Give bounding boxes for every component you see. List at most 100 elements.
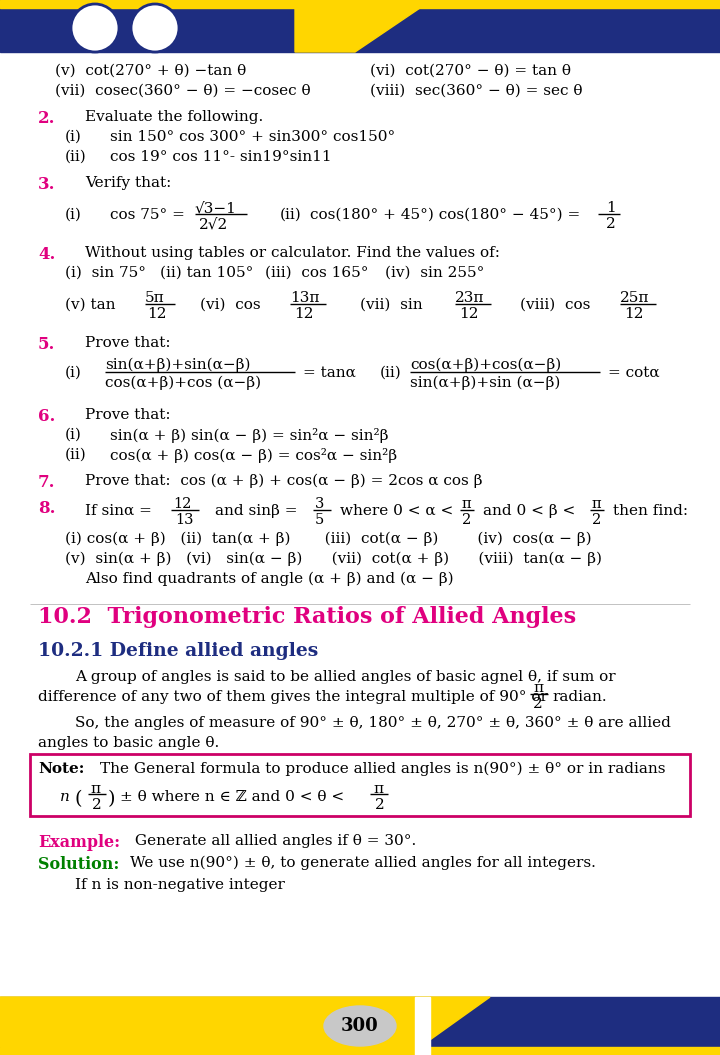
Text: (vi)  cot(270° − θ) = tan θ: (vi) cot(270° − θ) = tan θ bbox=[370, 64, 571, 78]
Text: (ii): (ii) bbox=[65, 448, 86, 462]
Text: 2: 2 bbox=[375, 798, 384, 812]
Text: If n is non-negative integer: If n is non-negative integer bbox=[75, 878, 285, 891]
Text: (vii)  sin: (vii) sin bbox=[360, 298, 423, 312]
Text: If sinα =: If sinα = bbox=[85, 504, 152, 518]
Text: 3.: 3. bbox=[38, 176, 55, 193]
Text: 10.2.1 Define allied angles: 10.2.1 Define allied angles bbox=[38, 642, 318, 660]
Circle shape bbox=[71, 4, 119, 52]
Text: (iv)  sin 255°: (iv) sin 255° bbox=[385, 266, 485, 280]
Text: and 0 < β <: and 0 < β < bbox=[483, 504, 575, 518]
Text: π: π bbox=[90, 782, 100, 797]
Bar bbox=[0, 0, 720, 52]
Text: 300: 300 bbox=[341, 1017, 379, 1035]
Text: radian.: radian. bbox=[552, 690, 607, 704]
Text: Also find quadrants of angle (α + β) and (α − β): Also find quadrants of angle (α + β) and… bbox=[85, 572, 454, 587]
Text: then find:: then find: bbox=[613, 504, 688, 518]
Text: 7.: 7. bbox=[38, 474, 55, 491]
Polygon shape bbox=[295, 8, 420, 52]
Text: 2: 2 bbox=[462, 513, 472, 528]
Text: (i): (i) bbox=[65, 130, 82, 143]
Text: 2: 2 bbox=[92, 798, 102, 812]
Ellipse shape bbox=[324, 1006, 396, 1046]
Text: Without using tables or calculator. Find the values of:: Without using tables or calculator. Find… bbox=[85, 246, 500, 260]
Text: (vi)  cos: (vi) cos bbox=[200, 298, 261, 312]
Text: cos(α+β)+cos(α−β): cos(α+β)+cos(α−β) bbox=[410, 358, 562, 372]
Text: 3: 3 bbox=[315, 497, 325, 511]
Text: = tanα: = tanα bbox=[303, 366, 356, 380]
Text: ): ) bbox=[108, 790, 115, 808]
Text: and sinβ =: and sinβ = bbox=[215, 504, 297, 518]
Bar bbox=[0, 0, 720, 8]
Text: 2: 2 bbox=[533, 697, 543, 711]
Text: Example:: Example: bbox=[38, 835, 120, 851]
Text: (i): (i) bbox=[65, 428, 82, 442]
Text: 2√2: 2√2 bbox=[199, 217, 228, 231]
Text: 12: 12 bbox=[624, 307, 644, 321]
Text: angles to basic angle θ.: angles to basic angle θ. bbox=[38, 736, 220, 750]
Text: (ii): (ii) bbox=[65, 150, 86, 164]
Text: 13: 13 bbox=[175, 513, 194, 528]
Text: 6.: 6. bbox=[38, 408, 55, 425]
Text: A group of angles is said to be allied angles of basic agnel θ, if sum or: A group of angles is said to be allied a… bbox=[75, 670, 616, 684]
Text: cos(α + β) cos(α − β) = cos²α − sin²β: cos(α + β) cos(α − β) = cos²α − sin²β bbox=[110, 448, 397, 463]
Text: (: ( bbox=[75, 790, 83, 808]
Text: 5.: 5. bbox=[38, 335, 55, 353]
Text: We use n(90°) ± θ, to generate allied angles for all integers.: We use n(90°) ± θ, to generate allied an… bbox=[130, 856, 596, 870]
Polygon shape bbox=[415, 997, 430, 1055]
Text: 12: 12 bbox=[459, 307, 479, 321]
Text: Prove that:: Prove that: bbox=[85, 408, 171, 422]
Text: cos 19° cos 11°- sin19°sin11: cos 19° cos 11°- sin19°sin11 bbox=[110, 150, 332, 164]
FancyBboxPatch shape bbox=[30, 754, 690, 816]
Text: sin 150° cos 300° + sin300° cos150°: sin 150° cos 300° + sin300° cos150° bbox=[110, 130, 395, 143]
Text: sin(α + β) sin(α − β) = sin²α − sin²β: sin(α + β) sin(α − β) = sin²α − sin²β bbox=[110, 428, 389, 443]
Text: π: π bbox=[533, 680, 543, 695]
Text: (vii)  cosec(360° − θ) = −cosec θ: (vii) cosec(360° − θ) = −cosec θ bbox=[55, 84, 310, 98]
Text: 12: 12 bbox=[147, 307, 166, 321]
Text: 5: 5 bbox=[315, 513, 324, 528]
Text: (iii)  cos 165°: (iii) cos 165° bbox=[265, 266, 369, 280]
Text: (ii) tan 105°: (ii) tan 105° bbox=[160, 266, 253, 280]
Text: 8.: 8. bbox=[38, 500, 55, 517]
Text: (i): (i) bbox=[65, 366, 82, 380]
Text: π: π bbox=[462, 497, 472, 511]
Text: sin(α+β)+sin (α−β): sin(α+β)+sin (α−β) bbox=[410, 376, 560, 390]
Text: 2: 2 bbox=[606, 217, 616, 231]
Text: 2.: 2. bbox=[38, 110, 55, 127]
Text: 4.: 4. bbox=[38, 246, 55, 263]
Text: So, the angles of measure of 90° ± θ, 180° ± θ, 270° ± θ, 360° ± θ are allied: So, the angles of measure of 90° ± θ, 18… bbox=[75, 716, 671, 730]
Text: π: π bbox=[373, 782, 383, 797]
Text: (ii): (ii) bbox=[380, 366, 402, 380]
Text: π: π bbox=[592, 497, 602, 511]
Text: Evaluate the following.: Evaluate the following. bbox=[85, 110, 264, 124]
Text: where 0 < α <: where 0 < α < bbox=[340, 504, 454, 518]
Text: Generate all allied angles if θ = 30°.: Generate all allied angles if θ = 30°. bbox=[130, 835, 416, 848]
Text: (v) tan: (v) tan bbox=[65, 298, 115, 312]
Text: Prove that:: Prove that: bbox=[85, 335, 171, 350]
Text: 12: 12 bbox=[173, 497, 192, 511]
Text: Note:: Note: bbox=[38, 762, 84, 776]
Bar bbox=[0, 1047, 720, 1055]
Text: cos(180° + 45°) cos(180° − 45°) =: cos(180° + 45°) cos(180° − 45°) = bbox=[310, 208, 580, 222]
Text: √3−1: √3−1 bbox=[195, 202, 237, 215]
Text: (v)  sin(α + β)   (vi)   sin(α − β)      (vii)  cot(α + β)      (viii)  tan(α − : (v) sin(α + β) (vi) sin(α − β) (vii) cot… bbox=[65, 552, 602, 567]
Polygon shape bbox=[0, 997, 490, 1047]
Text: (i) cos(α + β)   (ii)  tan(α + β)       (iii)  cot(α − β)        (iv)  cos(α − β: (i) cos(α + β) (ii) tan(α + β) (iii) cot… bbox=[65, 532, 592, 546]
Text: Verify that:: Verify that: bbox=[85, 176, 171, 190]
Text: 5π: 5π bbox=[145, 291, 165, 305]
Text: Prove that:  cos (α + β) + cos(α − β) = 2cos α cos β: Prove that: cos (α + β) + cos(α − β) = 2… bbox=[85, 474, 482, 488]
Text: n: n bbox=[60, 790, 70, 804]
Text: 23π: 23π bbox=[455, 291, 485, 305]
Text: cos 75° =: cos 75° = bbox=[110, 208, 185, 222]
Text: = cotα: = cotα bbox=[608, 366, 660, 380]
Text: sin(α+β)+sin(α−β): sin(α+β)+sin(α−β) bbox=[105, 358, 251, 372]
Circle shape bbox=[131, 4, 179, 52]
Text: difference of any two of them gives the integral multiple of 90° or: difference of any two of them gives the … bbox=[38, 690, 548, 704]
Text: Solution:: Solution: bbox=[38, 856, 120, 872]
Text: (viii)  sec(360° − θ) = sec θ: (viii) sec(360° − θ) = sec θ bbox=[370, 84, 582, 98]
Text: The General formula to produce allied angles is n(90°) ± θ° or in radians: The General formula to produce allied an… bbox=[100, 762, 665, 776]
Text: 13π: 13π bbox=[290, 291, 320, 305]
Text: (viii)  cos: (viii) cos bbox=[520, 298, 590, 312]
Text: (ii): (ii) bbox=[280, 208, 302, 222]
Text: cos(α+β)+cos (α−β): cos(α+β)+cos (α−β) bbox=[105, 376, 261, 390]
Text: 25π: 25π bbox=[620, 291, 649, 305]
